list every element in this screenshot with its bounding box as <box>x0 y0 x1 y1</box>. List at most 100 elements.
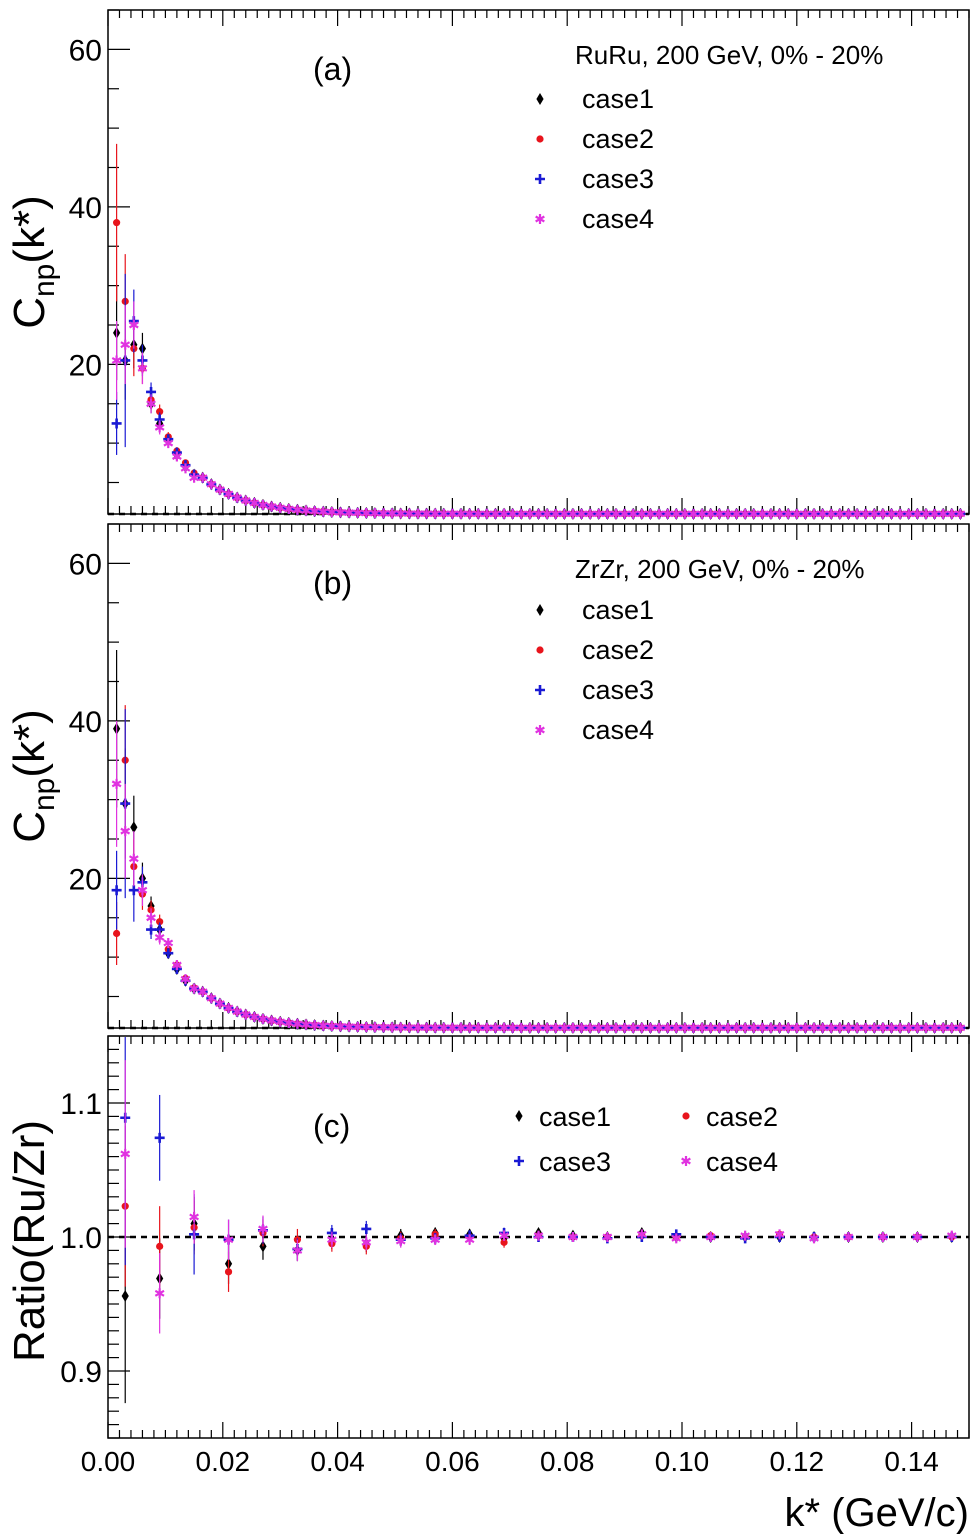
legend-label: case4 <box>582 715 654 745</box>
data-point-case4 <box>938 508 949 519</box>
data-point-case4 <box>258 499 268 510</box>
data-point-case4 <box>688 508 699 519</box>
data-point-case4 <box>611 508 621 519</box>
data-point-case4 <box>559 1022 570 1033</box>
data-point-case1 <box>121 1289 129 1302</box>
data-point-case4 <box>654 1022 664 1033</box>
data-point-case4 <box>189 983 199 994</box>
data-point-case4 <box>378 508 389 519</box>
data-point-case4 <box>705 1232 716 1242</box>
data-point-case4 <box>292 1245 303 1256</box>
data-point-case4 <box>912 508 923 519</box>
data-point-case4 <box>697 508 707 519</box>
data-point-case4 <box>395 508 406 519</box>
data-point-case4 <box>215 484 225 495</box>
data-point-case4 <box>387 1022 398 1033</box>
data-point-case4 <box>292 1018 303 1029</box>
data-point-case4 <box>215 998 225 1009</box>
data-point-case4 <box>154 1288 165 1299</box>
data-point-case4 <box>550 1022 561 1033</box>
data-point-case4 <box>111 778 122 789</box>
data-point-case4 <box>645 508 656 519</box>
data-point-case4 <box>611 1022 621 1033</box>
legend-label: case2 <box>582 124 654 154</box>
data-point-case4 <box>292 504 303 515</box>
data-point-case4 <box>671 508 682 519</box>
system-label: ZrZr, 200 GeV, 0% - 20% <box>575 554 865 584</box>
data-point-case4 <box>576 508 587 519</box>
data-point-case4 <box>766 508 776 519</box>
y-axis-title-sub: np <box>28 264 61 297</box>
data-point-case4 <box>507 1022 518 1033</box>
data-point-case4 <box>809 1233 819 1244</box>
data-point-case3 <box>163 948 174 959</box>
y-tick-label: 40 <box>69 706 102 739</box>
legend-marker <box>515 1110 523 1122</box>
data-point-case4 <box>662 508 673 519</box>
data-point-case4 <box>525 1022 535 1033</box>
panel-b-zrzr: 20 40 60 (b) Cnp(k*) ZrZr, 200 GeV, 0% - 20% c… <box>5 523 970 1034</box>
data-point-case4 <box>232 492 243 503</box>
data-point-case4 <box>137 363 148 374</box>
data-point-case4 <box>826 508 837 519</box>
data-point-case4 <box>301 505 311 516</box>
panel-a-ruru: 20 40 60 (a) Cnp(k*) RuRu, 200 GeV, 0% - 20% c… <box>5 9 970 520</box>
data-point-case4 <box>533 508 544 519</box>
data-point-case4 <box>636 1022 647 1033</box>
data-point-case4 <box>602 1232 613 1242</box>
data-point-case4 <box>361 1237 372 1248</box>
legend-marker <box>536 604 544 616</box>
data-point-case4 <box>309 1020 320 1031</box>
data-point-case4 <box>206 479 217 490</box>
data-point-case4 <box>232 1006 243 1017</box>
data-point-case2 <box>156 408 164 416</box>
data-point-case4 <box>223 1234 234 1245</box>
data-point-case4 <box>843 508 854 519</box>
y-axis-title: Cnp(k*) <box>5 709 61 843</box>
data-point-case2 <box>500 1238 508 1246</box>
data-point-case4 <box>240 495 251 506</box>
data-point-case4 <box>740 1230 751 1241</box>
data-point-case2 <box>113 219 121 227</box>
data-point-case4 <box>378 1022 389 1033</box>
data-point-case4 <box>619 508 630 519</box>
x-tick-label: 0.14 <box>884 1446 939 1477</box>
data-point-case4 <box>533 1230 544 1241</box>
data-point-case4 <box>912 1022 923 1033</box>
legend-label: case4 <box>582 204 654 234</box>
legend-marker <box>535 685 545 695</box>
data-point-case4 <box>886 508 897 519</box>
data-point-case3 <box>361 1223 372 1234</box>
panel-label: (a) <box>313 51 352 87</box>
data-point-case4 <box>723 508 733 519</box>
data-point-case4 <box>895 1022 906 1033</box>
data-point-case4 <box>146 912 156 923</box>
data-point-case4 <box>171 960 182 970</box>
data-point-case4 <box>636 1229 647 1240</box>
legend-marker <box>514 1156 524 1166</box>
data-point-case4 <box>249 497 260 508</box>
data-point-case4 <box>757 508 768 519</box>
data-point-case4 <box>662 1022 673 1033</box>
data-point-case4 <box>335 507 346 518</box>
x-axis-title: k* (GeV/c) <box>785 1491 969 1534</box>
data-point-case4 <box>430 1022 441 1033</box>
data-point-case4 <box>852 508 862 519</box>
data-point-case4 <box>878 508 888 519</box>
data-point-case4 <box>568 508 578 519</box>
data-point-case4 <box>326 1234 337 1245</box>
data-point-case4 <box>843 1232 854 1242</box>
data-point-case4 <box>903 1022 914 1033</box>
data-point-case4 <box>542 508 552 519</box>
legend-marker <box>536 93 544 105</box>
data-point-case1 <box>130 821 138 834</box>
y-tick-label: 1.0 <box>60 1222 102 1255</box>
data-point-case4 <box>473 508 484 519</box>
data-point-case4 <box>628 508 639 519</box>
data-point-case4 <box>860 1022 871 1033</box>
data-point-case4 <box>180 974 191 985</box>
data-point-case2 <box>113 929 121 938</box>
data-point-case4 <box>834 1022 845 1033</box>
data-point-case4 <box>438 508 449 519</box>
